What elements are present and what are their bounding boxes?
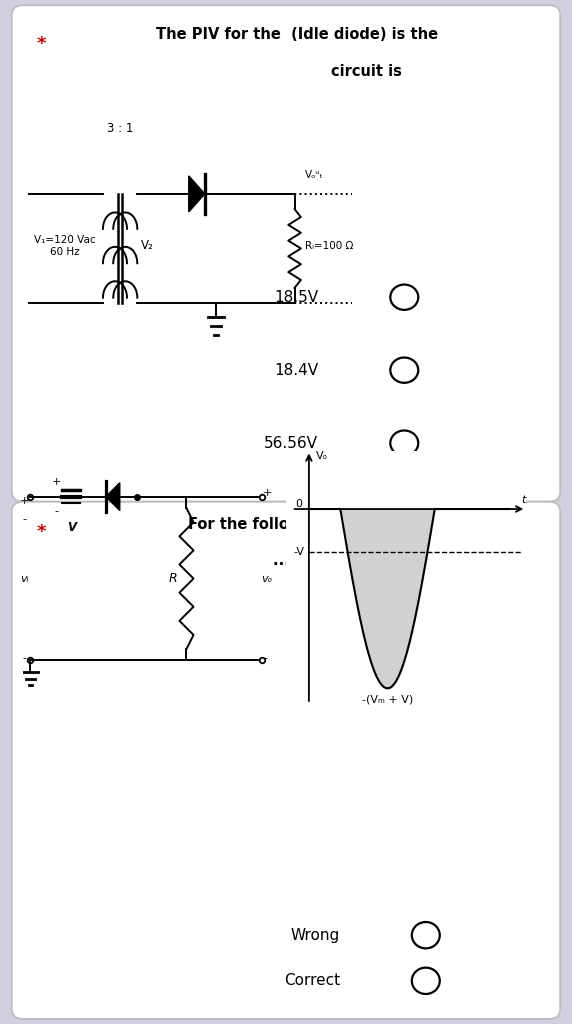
FancyBboxPatch shape	[12, 5, 560, 502]
Text: Wrong: Wrong	[291, 928, 340, 943]
Text: *: *	[37, 523, 46, 542]
Polygon shape	[189, 176, 205, 212]
Text: 18.5V: 18.5V	[274, 290, 318, 305]
Text: +: +	[52, 477, 62, 487]
Text: V: V	[67, 521, 77, 534]
Text: -: -	[22, 514, 26, 524]
Text: Rₗ=100 Ω: Rₗ=100 Ω	[305, 241, 354, 251]
Text: V₂: V₂	[141, 240, 154, 252]
Text: -: -	[22, 653, 26, 664]
Text: -V: -V	[293, 547, 304, 557]
Text: -: -	[55, 506, 59, 516]
Text: +: +	[19, 496, 29, 506]
Text: V₁=120 Vac
60 Hz: V₁=120 Vac 60 Hz	[34, 234, 95, 257]
Text: Vₒ: Vₒ	[316, 451, 328, 461]
Text: ..... waveform is: ..... waveform is	[273, 553, 407, 567]
Text: 18.4V: 18.4V	[274, 362, 318, 378]
Text: -: -	[264, 653, 268, 664]
Text: *: *	[37, 35, 46, 53]
Text: 0: 0	[295, 499, 302, 509]
Text: vᵢ: vᵢ	[20, 573, 29, 584]
Text: vₒ: vₒ	[261, 573, 273, 584]
Text: circuit is: circuit is	[331, 63, 402, 79]
Text: Vₒᵘₜ: Vₒᵘₜ	[304, 170, 323, 180]
Text: Correct: Correct	[284, 974, 340, 988]
Text: t: t	[521, 495, 526, 505]
Text: 3 : 1: 3 : 1	[107, 122, 133, 135]
Text: 56.56V: 56.56V	[264, 435, 318, 451]
Text: The PIV for the  (Idle diode) is the: The PIV for the (Idle diode) is the	[156, 27, 438, 42]
Polygon shape	[106, 482, 120, 511]
Text: R: R	[168, 572, 177, 585]
FancyBboxPatch shape	[12, 502, 560, 1019]
Text: For the following circuit, the vo: For the following circuit, the vo	[188, 517, 448, 532]
Text: -(Vₘ + V): -(Vₘ + V)	[362, 695, 414, 705]
Text: +: +	[263, 487, 272, 498]
